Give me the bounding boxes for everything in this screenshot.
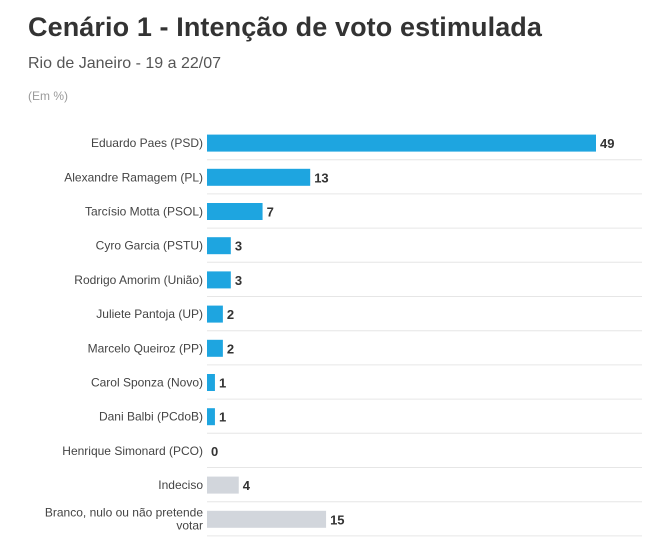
category-label: Tarcísio Motta (PSOL) <box>85 205 203 219</box>
value-label: 3 <box>235 273 242 288</box>
value-label: 0 <box>211 444 218 459</box>
value-label: 2 <box>227 341 234 356</box>
category-label: Carol Sponza (Novo) <box>91 376 203 390</box>
category-label: Marcelo Queiroz (PP) <box>88 341 203 355</box>
bar <box>207 134 596 152</box>
value-label: 1 <box>219 410 226 425</box>
value-label: 1 <box>219 376 226 391</box>
category-label: Cyro Garcia (PSTU) <box>96 239 203 253</box>
chart-title: Cenário 1 - Intenção de voto estimulada <box>28 12 543 42</box>
category-label: Branco, nulo ou não pretende votar <box>45 505 203 532</box>
unit-note: (Em %) <box>28 89 68 103</box>
bar <box>207 168 311 186</box>
value-label: 49 <box>600 136 614 151</box>
category-label: Rodrigo Amorim (União) <box>74 273 203 287</box>
category-label: Eduardo Paes (PSD) <box>91 136 203 150</box>
bar <box>207 305 223 323</box>
value-label: 13 <box>314 170 328 185</box>
category-label: Henrique Simonard (PCO) <box>62 444 203 458</box>
bar <box>207 271 231 289</box>
value-label: 4 <box>243 478 251 493</box>
bar <box>207 476 239 494</box>
bar <box>207 374 215 391</box>
category-label: Alexandre Ramagem (PL) <box>64 170 203 184</box>
value-label: 3 <box>235 239 242 254</box>
bar <box>207 408 215 426</box>
value-label: 7 <box>267 205 274 220</box>
bar <box>207 339 223 357</box>
bar <box>207 237 231 255</box>
category-label: Juliete Pantoja (UP) <box>96 307 203 321</box>
chart-subtitle: Rio de Janeiro - 19 a 22/07 <box>28 55 222 72</box>
bar <box>207 203 263 220</box>
category-label: Dani Balbi (PCdoB) <box>99 410 203 424</box>
value-label: 2 <box>227 307 234 322</box>
value-label: 15 <box>330 512 344 527</box>
category-label: Indeciso <box>158 478 203 492</box>
bar <box>207 510 327 528</box>
